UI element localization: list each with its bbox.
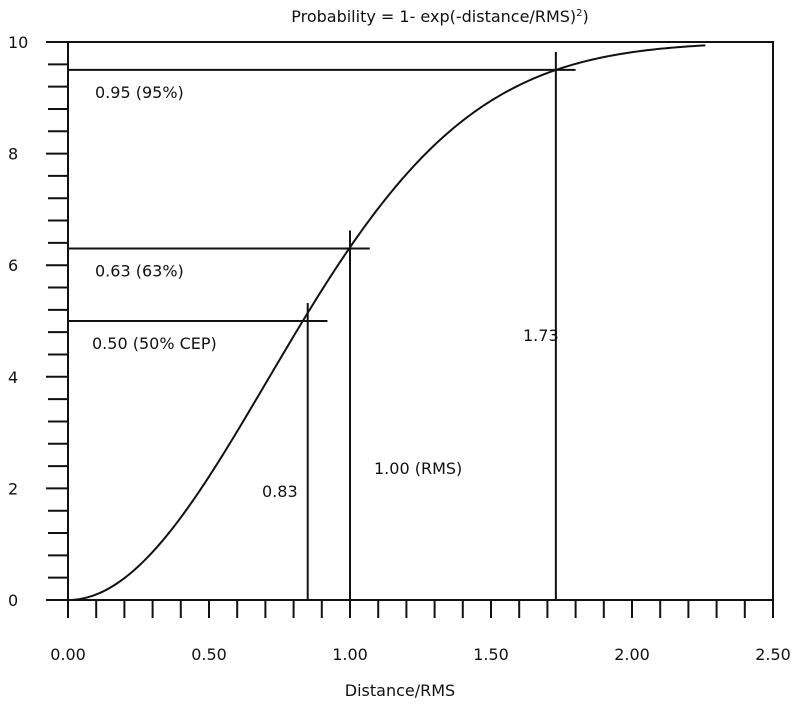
y-tick-label: 2: [8, 479, 18, 498]
x-tick-label: 2.00: [614, 645, 650, 664]
chart-title-main: Probability = 1- exp(-distance/RMS): [291, 7, 576, 26]
reference-probability-label: 0.50 (50% CEP): [92, 334, 217, 353]
y-tick-label: 8: [8, 145, 18, 164]
y-tick-label: 6: [8, 256, 18, 275]
y-tick-label: 4: [8, 368, 18, 387]
chart-title: Probability = 1- exp(-distance/RMS)2): [291, 7, 589, 26]
x-tick-label: 0.00: [50, 645, 86, 664]
probability-curve: [67, 44, 706, 601]
y-tick-label: 0: [8, 591, 18, 610]
y-axis-ticks: [46, 41, 68, 601]
reference-probability-label: 0.95 (95%): [95, 83, 184, 102]
x-axis-label: Distance/RMS: [345, 681, 455, 700]
x-axis-labels: 0.00 0.50 1.00 1.50 2.00 2.50: [50, 645, 791, 664]
reference-distance-label: 1.73: [523, 326, 559, 345]
y-tick-label: 10: [8, 33, 28, 52]
x-axis-ticks: [67, 600, 774, 618]
chart-title-close: ): [583, 7, 589, 26]
reference-distance-label: 0.83: [262, 482, 298, 501]
x-tick-label: 0.50: [191, 645, 227, 664]
reference-probability-label: 0.63 (63%): [95, 261, 184, 280]
chart-title-superscript: 2: [576, 8, 582, 19]
x-tick-label: 1.50: [473, 645, 509, 664]
x-tick-label: 2.50: [755, 645, 791, 664]
y-axis-labels: 0 2 4 6 8 10: [8, 33, 28, 610]
reference-distance-label: 1.00 (RMS): [374, 459, 462, 478]
reference-lines: 0.95 (95%) 1.73 0.63 (63%) 1.00 (RMS) 0.50 (…: [68, 51, 576, 600]
x-tick-label: 1.00: [332, 645, 368, 664]
